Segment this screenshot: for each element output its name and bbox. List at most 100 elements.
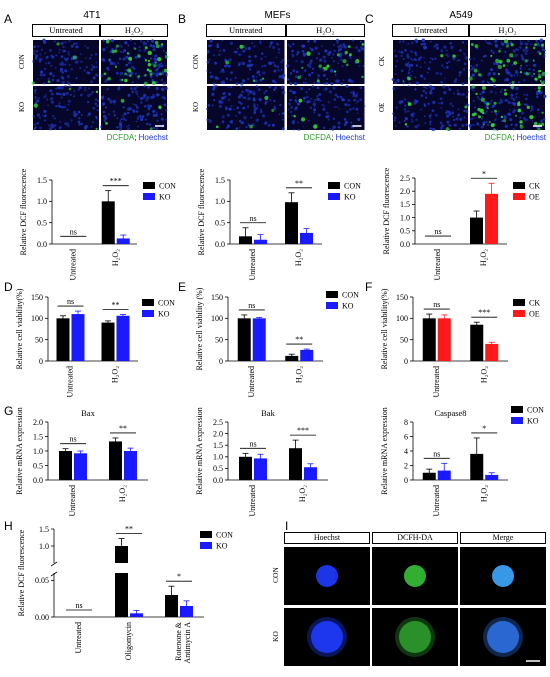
bar (101, 322, 115, 361)
y-tick-label: 0.0 (215, 240, 225, 249)
y-tick-label: 0.0 (400, 240, 410, 249)
y-axis-label: Relative cell viability (%) (195, 287, 204, 370)
x-tick-label: Untreated (433, 249, 442, 281)
sig-label: ns (70, 227, 77, 236)
bar (180, 606, 193, 617)
y-tick-label: 0.0 (33, 476, 43, 485)
y-axis-label: Relative DCF fluorescence (382, 167, 391, 254)
micro-col-header: H₂O₂ (285, 24, 365, 37)
legend-label: CK (529, 182, 540, 191)
bar (300, 232, 313, 244)
micro-col-header: Untreated (32, 24, 100, 37)
panel-I-col-header: Hoechst (284, 532, 370, 544)
sig-label: ns (248, 301, 255, 310)
chart-E-viability: 0 50 100 150 Relative cell viability (%) ns Un… (195, 287, 359, 397)
y-tick-label: 0.5 (400, 227, 410, 236)
bar (74, 453, 87, 480)
micrograph-image (286, 84, 365, 132)
y-tick-label: 8 (404, 418, 408, 427)
panel-letter-G: G (4, 404, 14, 418)
panel-I-row-label: CON (271, 567, 280, 584)
chart-F-viability: 0 50 100 150 Relative cell viability(%) ns Unt… (380, 288, 540, 397)
y-tick-label: 1.5 (39, 525, 49, 534)
y-tick-label: 0.5 (37, 218, 47, 227)
y-tick-label: 0.0 (37, 240, 47, 249)
bar (115, 546, 128, 563)
panel-letter-B: B (178, 12, 187, 26)
micrograph-image (206, 39, 286, 86)
legend-label: CON (159, 182, 176, 191)
x-tick-label: H₂O₂ (479, 366, 488, 383)
bar (71, 314, 85, 361)
micrograph-image (392, 84, 470, 132)
axis-break (50, 571, 58, 577)
micro-caption: DCFDA; Hoechst (303, 133, 365, 142)
y-tick-label: 6 (404, 432, 408, 441)
legend-label: CON (527, 406, 544, 415)
legend-swatch (511, 406, 523, 413)
y-axis-label: Relative DCF fluorescence (19, 168, 28, 255)
micrograph-image (31, 38, 99, 85)
micrograph-image (206, 84, 286, 131)
micro-title: MEFs (264, 10, 291, 21)
y-tick-label: 0 (404, 476, 408, 485)
chart-B-dcf: 0.0 0.5 1.0 1.5 Relative DCF fluorescence ns U… (197, 168, 361, 281)
y-axis-label: Relative cell viability(%) (15, 288, 24, 369)
y-tick-label: 100 (211, 314, 223, 323)
x-tick-label: Untreated (68, 485, 77, 517)
bar (116, 315, 130, 361)
panel-I: Hoechst DCFH-DA Merge CON KO (270, 532, 548, 672)
legend-swatch (513, 299, 525, 306)
sig-label: * (177, 572, 181, 581)
legend-label: KO (158, 310, 170, 319)
legend-swatch (142, 310, 154, 317)
panel-letter-F: F (365, 280, 373, 294)
sig-label: ns (433, 300, 440, 309)
y-tick-label: 50 (35, 335, 43, 344)
bar (289, 448, 302, 480)
legend-label: KO (344, 193, 356, 202)
panel-letter-C: C (365, 12, 374, 26)
legend-label: CK (529, 299, 540, 308)
sig-label: ns (75, 601, 82, 610)
sig-label: * (482, 424, 486, 433)
y-tick-label: 0.05 (35, 576, 49, 585)
legend-swatch (200, 531, 212, 538)
sig-label: *** (110, 177, 122, 186)
legend-label: KO (527, 417, 539, 426)
chart-G-bak: Bak 0.0 0.5 1.0 1.5 2.0 2.5 Relative mRNA expre… (195, 407, 328, 517)
bar (252, 318, 266, 361)
bar (115, 573, 128, 617)
bar (56, 318, 70, 361)
chart-G-caspase8: Caspase8 0 2 4 6 8 Relative mRNA expression ns U… (380, 406, 544, 517)
micro-title: A549 (449, 10, 473, 21)
chart-title: Bax (81, 408, 95, 418)
x-tick-label: H₂O₂ (118, 485, 127, 502)
y-tick-label: 0 (404, 357, 408, 366)
panel-letter-E: E (178, 280, 187, 294)
legend-swatch (143, 182, 155, 189)
micrograph-image (391, 38, 468, 86)
panel-I-col-header: Merge (460, 532, 546, 544)
micro-col-header: H₂O₂ (100, 24, 168, 37)
x-tick-label: Rotenone &Antimycin A (174, 621, 192, 663)
legend-label: CON (158, 299, 175, 308)
y-axis-label: Relative mRNA expression (195, 407, 204, 495)
y-tick-label: 1.0 (37, 197, 47, 206)
y-axis-label: Relative mRNA expression (15, 407, 24, 495)
y-tick-label: 1.0 (39, 542, 49, 551)
micro-title: 4T1 (83, 10, 101, 21)
cell-image (372, 547, 458, 605)
chart-title: Bak (261, 408, 275, 418)
y-tick-label: 50 (400, 335, 408, 344)
legend-label: CON (344, 182, 361, 191)
chart-G-bax: Bax 0.0 0.5 1.0 1.5 2.0 Relative mRNA expressi… (15, 407, 148, 517)
x-tick-label: H₂O₂ (111, 366, 120, 383)
x-tick-label: Untreated (248, 249, 257, 281)
x-tick-label: Untreated (432, 485, 441, 517)
bar (124, 451, 137, 480)
x-tick-label: Oligomycin (124, 622, 133, 660)
y-tick-label: 150 (211, 293, 223, 302)
sig-label: ns (433, 449, 440, 458)
y-axis-label: Relative DCF fluorescence (197, 168, 206, 255)
